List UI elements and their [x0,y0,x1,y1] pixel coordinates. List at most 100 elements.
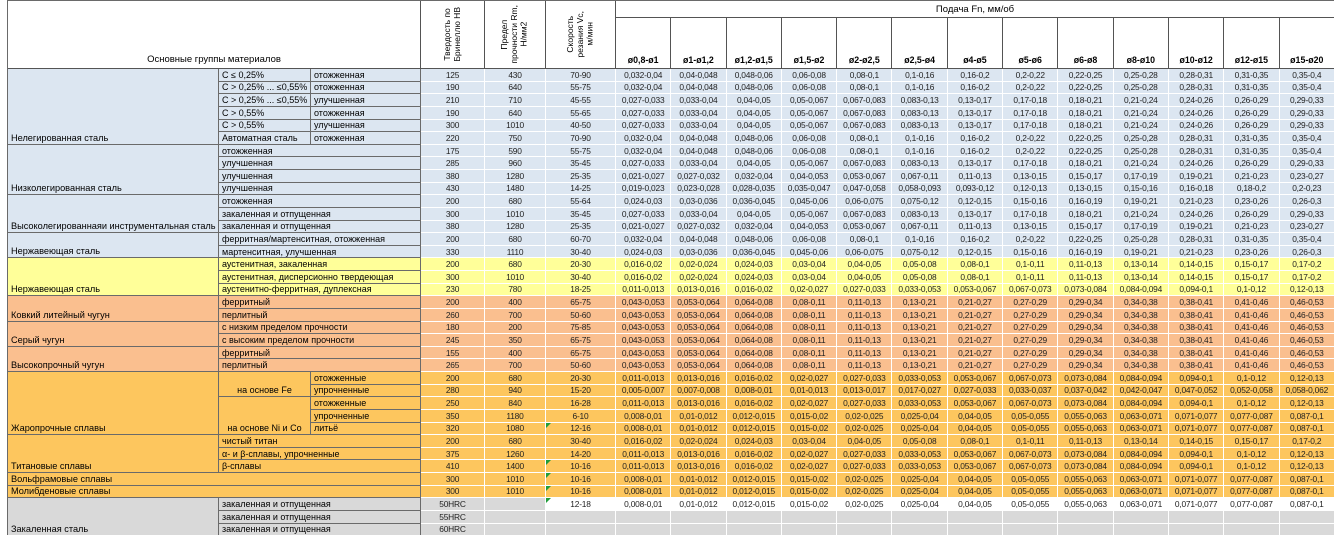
feed-value: 0,055-0,063 [1058,409,1114,423]
feed-value: 0,04-0,048 [671,69,727,82]
feed-value: 0,073-0,084 [1058,397,1114,410]
feed-value: 0,025-0,04 [892,409,948,423]
strength-value: 680 [485,258,546,271]
feed-value: 0,04-0,05 [837,435,893,448]
table-row: улучшенная 285 960 35-45 0,027-0,033 0,033-0,… [8,157,1334,170]
feed-value: 0,11-0,13 [837,359,893,372]
strength-value: 1480 [485,182,546,196]
feed-value: 0,29-0,33 [1279,94,1334,107]
feed-value [671,523,727,535]
feed-value: 0,06-0,08 [781,233,838,246]
feed-value: 0,1-0,12 [1224,283,1280,297]
hardness-value: 210 [421,94,485,107]
feed-value: 0,033-0,053 [892,372,948,385]
feed-value: 0,21-0,23 [1168,195,1225,208]
speed-value: 25-35 [546,170,616,183]
feed-value: 0,1-0,16 [892,233,948,246]
strength-value: 700 [485,308,546,322]
feed-value: 0,087-0,1 [1279,485,1334,499]
feed-value: 0,38-0,41 [1168,359,1225,372]
table-row: улучшенная 380 1280 25-35 0,021-0,027 0,027-0… [8,170,1334,183]
hardness-column-label: Твердость по Бринеллю HB [441,7,462,62]
diameter-range-header: ø6-ø8 [1058,18,1114,69]
feed-value: 0,22-0,25 [1058,233,1114,246]
material-state-label: закаленная и отпущенная [219,510,421,524]
feed-value: 0,11-0,13 [947,170,1004,183]
feed-value: 0,03-0,04 [781,435,838,448]
material-group-label: Молибденовые сплавы [8,485,421,499]
feed-value: 0,22-0,25 [1058,144,1114,158]
feed-value: 0,063-0,071 [1113,422,1169,436]
strength-value: 350 [485,334,546,347]
feed-value: 0,21-0,24 [1113,207,1169,221]
feed-value: 0,027-0,033 [837,460,893,473]
feed-value: 0,21-0,27 [947,346,1004,360]
feed-value: 0,024-0,03 [726,271,782,284]
feed-value: 0,08-0,11 [781,321,838,335]
feed-value: 0,34-0,38 [1113,334,1169,347]
header-row-diameters: ø0,8-ø1 ø1-ø1,2 ø1,2-ø1,5 ø1,5-ø2 ø2-ø2,5 ø2,… [8,18,1334,69]
feed-value: 0,03-0,036 [671,195,727,208]
feed-value: 0,027-0,032 [671,170,727,183]
feed-value: 0,055-0,063 [1058,498,1114,511]
speed-value: 12-18 [546,498,616,511]
speed-value: 50-60 [546,359,616,372]
material-state-label: отожженная [311,106,421,120]
feed-value: 0,071-0,077 [1168,473,1225,486]
hardness-value: 190 [421,106,485,120]
feed-value: 0,46-0,53 [1279,296,1334,309]
feed-value: 0,012-0,015 [726,422,782,436]
feed-value: 0,21-0,24 [1113,106,1169,120]
feed-value: 0,048-0,06 [726,144,782,158]
table-row: Вольфрамовые сплавы 300 1010 10-16 0,008-0,0… [8,473,1334,486]
feed-value: 0,063-0,071 [1113,409,1169,423]
material-group-label: Ковкий литейный чугун [8,296,219,322]
feed-value: 0,15-0,17 [1058,170,1114,183]
feed-value: 0,2-0,23 [1279,182,1334,196]
feed-value: 0,04-0,05 [947,473,1004,486]
feed-value: 0,08-0,1 [837,69,893,82]
hardness-value: 430 [421,182,485,196]
feed-value: 0,08-0,1 [837,144,893,158]
diameter-range-header: ø2-ø2,5 [837,18,893,69]
feed-value: 0,05-0,055 [1003,422,1059,436]
feed-value: 0,073-0,084 [1058,372,1114,385]
feed-value: 0,26-0,29 [1224,207,1280,221]
table-row: Высоколегированнаяи инструментальная ста… [8,195,1334,234]
hardness-value: 300 [421,119,485,133]
diameter-range-header: ø10-ø12 [1168,18,1225,69]
table-row: на основе Ni и Co отожженные 250 840 16-28 0,… [8,397,1334,436]
feed-value: 0,46-0,53 [1279,359,1334,372]
feed-value: 0,35-0,4 [1279,233,1334,246]
feed-value: 0,02-0,025 [837,473,893,486]
feed-value: 0,18-0,21 [1058,207,1114,221]
feed-value: 0,13-0,17 [947,94,1004,107]
table-row: закаленная и отпущенная 380 1280 25-35 0,021… [8,220,1334,234]
feed-value: 0,21-0,27 [947,308,1004,322]
feed-value: 0,02-0,027 [781,447,838,461]
strength-value: 1010 [485,473,546,486]
feed-value: 0,41-0,46 [1224,334,1280,347]
feed-value: 0,17-0,19 [1113,220,1169,234]
feed-value: 0,067-0,073 [1003,447,1059,461]
feed-value: 0,01-0,012 [671,498,727,511]
strength-value: 710 [485,94,546,107]
table-row: Автоматная сталь отожженная 220 750 70-90 0,0… [8,132,1334,145]
speed-column-label: Скорость резания Vc, м/мин [564,11,595,58]
table-row: аустенитная, дисперсионно твердеющая 300 1… [8,271,1334,284]
feed-value: 0,12-0,15 [947,195,1004,208]
strength-value: 1400 [485,460,546,473]
feed-value: 0,23-0,27 [1279,170,1334,183]
feed-value: 0,027-0,033 [837,447,893,461]
feed-value: 0,032-0,04 [726,170,782,183]
feed-value: 0,46-0,53 [1279,321,1334,335]
feed-value: 0,28-0,31 [1168,233,1225,246]
feed-value: 0,04-0,05 [947,422,1004,436]
feed-value: 0,06-0,08 [781,144,838,158]
speed-value: 25-35 [546,220,616,234]
hardness-value: 300 [421,473,485,486]
speed-value: 18-25 [546,283,616,297]
feed-value: 0,087-0,1 [1279,422,1334,436]
feed-value: 0,12-0,13 [1279,397,1334,410]
feed-value: 0,055-0,063 [1058,422,1114,436]
